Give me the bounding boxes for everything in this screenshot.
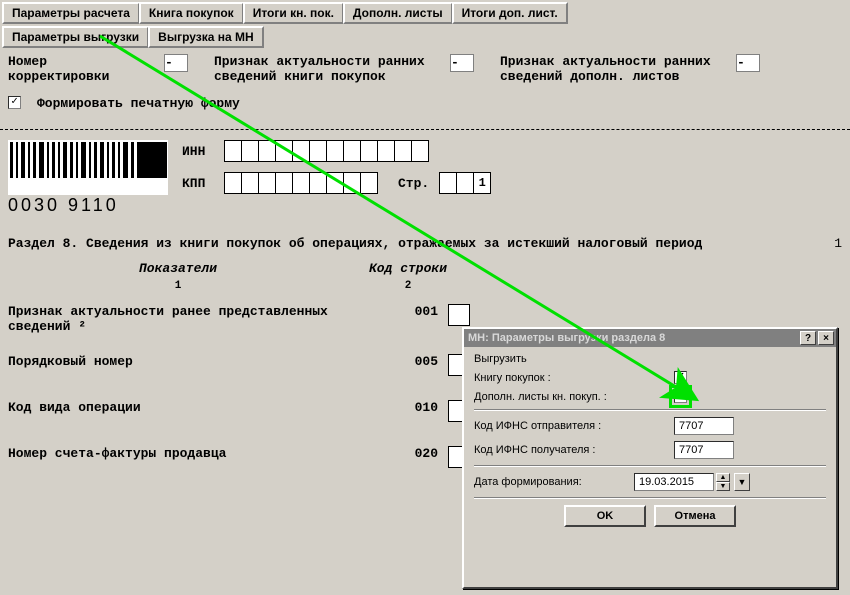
label-print-form: Формировать печатную форму bbox=[37, 96, 240, 111]
label-code-sender: Код ИФНС отправителя : bbox=[474, 420, 674, 432]
tab-params-calc[interactable]: Параметры расчета bbox=[2, 2, 140, 24]
barcode-image bbox=[8, 140, 168, 195]
col-header-2: Код строки bbox=[348, 261, 468, 276]
tab-totals-extra[interactable]: Итоги доп. лист. bbox=[452, 2, 568, 24]
label-inn: ИНН bbox=[182, 144, 214, 159]
dialog-titlebar[interactable]: МН: Параметры выгрузки раздела 8 ? × bbox=[464, 329, 836, 347]
dialog-export-params: МН: Параметры выгрузки раздела 8 ? × Выг… bbox=[462, 327, 838, 589]
input-code-receiver[interactable]: 7707 bbox=[674, 441, 734, 459]
help-button[interactable]: ? bbox=[800, 331, 816, 345]
row-code: 005 bbox=[348, 354, 448, 369]
row-code: 020 bbox=[348, 446, 448, 461]
form-top: Номер корректировки - Признак актуальнос… bbox=[0, 48, 850, 123]
dialog-separator bbox=[474, 497, 826, 499]
tab-bar-row1: Параметры расчета Книга покупок Итоги кн… bbox=[0, 0, 850, 24]
group-label: Выгрузить bbox=[474, 353, 826, 365]
row-code: 010 bbox=[348, 400, 448, 415]
barcode-text: 0030 9110 bbox=[8, 195, 168, 216]
label-extra-sheets: Дополн. листы кн. покуп. : bbox=[474, 391, 674, 403]
checkbox-extra-sheets[interactable] bbox=[674, 390, 687, 403]
tab-export-params[interactable]: Параметры выгрузки bbox=[2, 26, 149, 48]
checkbox-book[interactable]: ✓ bbox=[674, 371, 687, 384]
label-date: Дата формирования: bbox=[474, 476, 634, 488]
row-name: Код вида операции bbox=[8, 400, 348, 415]
input-priznak1[interactable]: - bbox=[450, 54, 474, 72]
tab-bar-row2: Параметры выгрузки Выгрузка на МН bbox=[0, 24, 850, 48]
row-name: Признак актуальности ранее представленны… bbox=[8, 304, 348, 334]
input-inn[interactable] bbox=[224, 140, 429, 162]
dialog-separator bbox=[474, 465, 826, 467]
table-header: Показатели Код строки bbox=[0, 259, 850, 278]
page-number: 1 bbox=[834, 236, 842, 251]
col-header-1: Показатели bbox=[8, 261, 348, 276]
row-name: Номер счета-фактуры продавца bbox=[8, 446, 348, 461]
label-nomer: Номер корректировки bbox=[8, 54, 109, 84]
row-code: 001 bbox=[348, 304, 448, 319]
label-code-receiver: Код ИФНС получателя : bbox=[474, 444, 674, 456]
tab-extra-sheets[interactable]: Дополн. листы bbox=[343, 2, 453, 24]
table-subheader: 1 2 bbox=[0, 278, 850, 298]
input-code-sender[interactable]: 7707 bbox=[674, 417, 734, 435]
label-priznak2: Признак актуальности ранних сведений доп… bbox=[500, 54, 711, 84]
date-spinner[interactable]: ▲ ▼ bbox=[716, 473, 730, 491]
input-priznak2[interactable]: - bbox=[736, 54, 760, 72]
chevron-up-icon[interactable]: ▲ bbox=[716, 473, 730, 482]
input-str[interactable]: 1 bbox=[439, 172, 491, 194]
row-input[interactable] bbox=[448, 304, 470, 326]
input-date[interactable]: 19.03.2015 bbox=[634, 473, 714, 491]
ok-button[interactable]: OK bbox=[564, 505, 646, 527]
cancel-button[interactable]: Отмена bbox=[654, 505, 736, 527]
row-name: Порядковый номер bbox=[8, 354, 348, 369]
input-nomer[interactable]: - bbox=[164, 54, 188, 72]
divider-dashed bbox=[0, 129, 850, 130]
tab-purchase-book[interactable]: Книга покупок bbox=[139, 2, 244, 24]
input-kpp[interactable] bbox=[224, 172, 378, 194]
label-kpp: КПП bbox=[182, 176, 214, 191]
chevron-down-icon[interactable]: ▼ bbox=[716, 482, 730, 491]
tab-totals-book[interactable]: Итоги кн. пок. bbox=[243, 2, 344, 24]
label-priznak1: Признак актуальности ранних сведений кни… bbox=[214, 54, 425, 84]
dialog-separator bbox=[474, 409, 826, 411]
tab-export-mn[interactable]: Выгрузка на МН bbox=[148, 26, 264, 48]
close-button[interactable]: × bbox=[818, 331, 834, 345]
section-title: Раздел 8. Сведения из книги покупок об о… bbox=[0, 216, 850, 259]
dropdown-button[interactable]: ▼ bbox=[734, 473, 750, 491]
checkbox-print-form[interactable]: ✓ bbox=[8, 96, 21, 109]
barcode-block: 0030 9110 ИНН КПП Стр. 1 bbox=[0, 136, 850, 216]
label-book: Книгу покупок : bbox=[474, 372, 674, 384]
dialog-title: МН: Параметры выгрузки раздела 8 bbox=[468, 332, 665, 344]
label-str: Стр. bbox=[398, 176, 429, 191]
